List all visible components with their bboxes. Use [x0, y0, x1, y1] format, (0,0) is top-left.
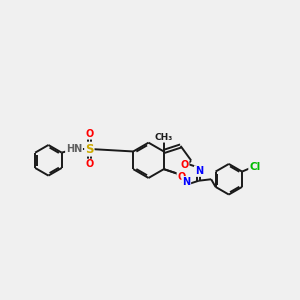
Text: HN: HN — [66, 144, 82, 154]
Text: O: O — [177, 172, 186, 182]
Text: Cl: Cl — [249, 162, 260, 172]
Text: N: N — [182, 177, 190, 187]
Text: CH₃: CH₃ — [155, 133, 173, 142]
Text: O: O — [85, 129, 94, 139]
Text: N: N — [195, 166, 203, 176]
Text: O: O — [180, 160, 189, 170]
Text: S: S — [85, 142, 94, 156]
Text: O: O — [85, 159, 94, 170]
